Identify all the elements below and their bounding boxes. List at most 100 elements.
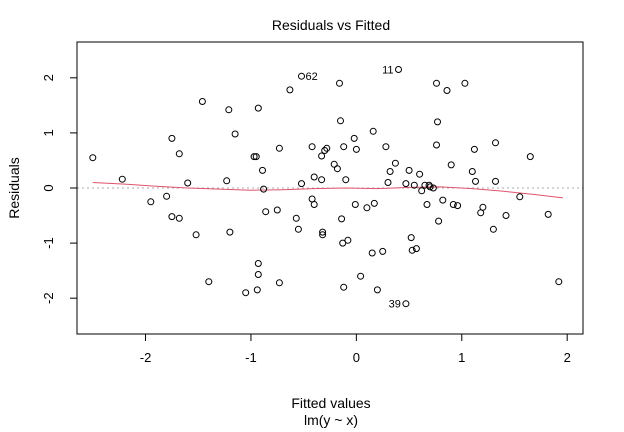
point-label: 11 (382, 65, 393, 77)
x-tick-label: 1 (458, 350, 465, 365)
x-tick-label: -1 (245, 350, 257, 365)
data-point (333, 165, 341, 173)
data-point (323, 144, 331, 152)
point-label: 62 (306, 71, 318, 83)
data-point (479, 203, 487, 211)
data-point (223, 177, 231, 185)
data-point (351, 201, 359, 208)
data-point (418, 187, 426, 195)
data-point (225, 106, 233, 114)
y-tick-label: -2 (41, 292, 56, 304)
data-point (433, 141, 440, 149)
data-point (308, 143, 316, 151)
data-point (439, 196, 447, 204)
data-point (198, 98, 206, 105)
data-point (292, 214, 300, 222)
data-point (472, 177, 479, 185)
data-point (205, 278, 213, 286)
data-point (386, 168, 394, 175)
data-point (286, 86, 294, 94)
data-point (254, 271, 262, 278)
data-point (147, 198, 155, 206)
smooth-line (92, 182, 564, 199)
data-point (118, 175, 126, 183)
data-point (319, 228, 327, 236)
data-point (407, 234, 415, 242)
smooth-line-group (92, 182, 564, 199)
data-point (468, 168, 476, 175)
data-point (370, 199, 378, 207)
data-point (192, 231, 200, 239)
data-point (412, 245, 420, 253)
data-point (254, 260, 262, 267)
data-point (526, 153, 534, 161)
data-point (489, 225, 497, 233)
data-point (310, 173, 318, 181)
data-point (429, 184, 437, 192)
data-point (275, 279, 283, 287)
data-point (492, 177, 499, 185)
data-point (461, 79, 469, 87)
data-point (443, 87, 451, 94)
point-label: 39 (389, 299, 401, 311)
data-point (298, 180, 305, 188)
data-point (260, 185, 268, 193)
points-group (89, 66, 563, 308)
y-tick-label: 0 (41, 184, 56, 191)
data-point (175, 150, 183, 158)
data-point (410, 181, 418, 189)
point-labels-group: 62 11 39 (306, 65, 401, 311)
data-point (454, 202, 462, 210)
data-point (402, 300, 410, 308)
data-point (544, 210, 552, 218)
data-point (319, 231, 327, 239)
data-point (168, 134, 176, 142)
data-point (447, 161, 455, 169)
chart-title: Residuals vs Fitted (272, 17, 390, 33)
data-point (352, 145, 360, 153)
data-point (433, 79, 440, 87)
x-axis-title: Fitted values (291, 395, 370, 411)
data-point (344, 236, 352, 244)
data-point (342, 176, 350, 184)
data-point (516, 193, 524, 201)
data-point (336, 79, 343, 87)
data-point (340, 283, 348, 291)
x-axis-subtitle: lm(y ~ x) (304, 412, 358, 428)
data-point (363, 204, 371, 212)
data-point (321, 147, 329, 154)
data-point (350, 134, 358, 142)
y-tick-label: 1 (41, 129, 56, 136)
data-point (337, 117, 344, 125)
data-point (242, 289, 250, 297)
data-point (250, 153, 258, 161)
data-point (253, 286, 261, 294)
data-point (449, 201, 457, 208)
data-point (340, 143, 348, 151)
data-point (168, 213, 176, 221)
y-tick-label: 2 (41, 74, 56, 81)
data-point (338, 215, 346, 223)
data-point (226, 228, 234, 236)
data-point (294, 225, 302, 233)
data-point (357, 272, 365, 280)
data-point (502, 212, 510, 219)
data-point (379, 247, 387, 255)
data-point (402, 180, 410, 188)
y-axis-title: Residuals (6, 157, 22, 218)
data-point (184, 179, 192, 187)
x-axis: -2 -1 0 1 2 (140, 333, 571, 365)
y-tick-label: -1 (41, 237, 56, 249)
y-axis: -2 -1 0 1 2 (41, 74, 78, 304)
data-point (423, 201, 431, 208)
data-point (405, 166, 413, 174)
x-tick-label: -2 (140, 350, 152, 365)
data-point (231, 130, 239, 138)
data-point (89, 154, 97, 162)
data-point (252, 153, 260, 161)
data-point (373, 286, 381, 294)
data-point (368, 249, 376, 257)
data-point (175, 214, 183, 222)
data-point (391, 159, 399, 167)
